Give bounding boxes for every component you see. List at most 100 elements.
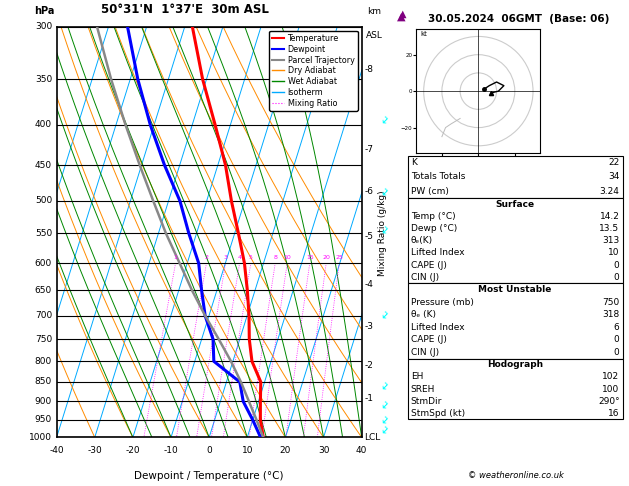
Text: Dewpoint / Temperature (°C): Dewpoint / Temperature (°C) xyxy=(135,471,284,481)
Text: 30: 30 xyxy=(318,447,330,455)
Text: 5: 5 xyxy=(249,255,253,260)
Text: 6: 6 xyxy=(614,323,620,332)
Text: hPa: hPa xyxy=(34,6,55,17)
Text: 313: 313 xyxy=(603,236,620,245)
Text: CAPE (J): CAPE (J) xyxy=(411,335,447,345)
Text: Most Unstable: Most Unstable xyxy=(479,285,552,294)
Text: EH: EH xyxy=(411,372,423,382)
Text: ↵: ↵ xyxy=(380,309,394,323)
Text: 40: 40 xyxy=(356,447,367,455)
Text: 20: 20 xyxy=(322,255,330,260)
Text: Hodograph: Hodograph xyxy=(487,360,543,369)
Text: 30.05.2024  06GMT  (Base: 06): 30.05.2024 06GMT (Base: 06) xyxy=(428,14,610,24)
Text: 0: 0 xyxy=(614,260,620,270)
Text: 20: 20 xyxy=(280,447,291,455)
Text: -5: -5 xyxy=(364,232,373,241)
Text: -4: -4 xyxy=(364,279,373,289)
Text: ↵: ↵ xyxy=(380,224,394,237)
Text: StmDir: StmDir xyxy=(411,397,442,406)
Text: km: km xyxy=(367,7,381,17)
Text: 10: 10 xyxy=(608,248,620,258)
Text: -1: -1 xyxy=(364,394,373,403)
Text: CIN (J): CIN (J) xyxy=(411,273,439,282)
Text: 2: 2 xyxy=(204,255,208,260)
Text: 550: 550 xyxy=(35,229,52,238)
Text: Surface: Surface xyxy=(496,200,535,209)
Text: 1: 1 xyxy=(174,255,177,260)
Text: 700: 700 xyxy=(35,311,52,320)
Text: Mixing Ratio (g/kg): Mixing Ratio (g/kg) xyxy=(378,191,387,276)
Text: LCL: LCL xyxy=(364,433,381,442)
Text: 102: 102 xyxy=(603,372,620,382)
Text: 34: 34 xyxy=(608,173,620,181)
Text: PW (cm): PW (cm) xyxy=(411,187,448,196)
Text: ASL: ASL xyxy=(365,31,382,40)
Text: ↵: ↵ xyxy=(380,114,394,127)
Text: 0: 0 xyxy=(614,335,620,345)
Text: -8: -8 xyxy=(364,65,373,74)
Text: ↵: ↵ xyxy=(380,399,394,412)
Text: 22: 22 xyxy=(608,158,620,167)
Text: © weatheronline.co.uk: © weatheronline.co.uk xyxy=(468,471,564,480)
Text: 3: 3 xyxy=(223,255,228,260)
Text: 350: 350 xyxy=(35,75,52,84)
Text: 1000: 1000 xyxy=(29,433,52,442)
Text: 3.24: 3.24 xyxy=(599,187,620,196)
Text: 450: 450 xyxy=(35,160,52,170)
Text: 100: 100 xyxy=(603,384,620,394)
Text: 0: 0 xyxy=(614,273,620,282)
Text: -7: -7 xyxy=(364,145,373,154)
Text: 10: 10 xyxy=(242,447,253,455)
Text: 0: 0 xyxy=(614,348,620,357)
Text: Dewp (°C): Dewp (°C) xyxy=(411,224,457,233)
Text: 800: 800 xyxy=(35,357,52,366)
Text: 300: 300 xyxy=(35,22,52,31)
Text: 8: 8 xyxy=(273,255,277,260)
Text: StmSpd (kt): StmSpd (kt) xyxy=(411,409,465,418)
Text: -10: -10 xyxy=(164,447,179,455)
Text: K: K xyxy=(411,158,416,167)
Legend: Temperature, Dewpoint, Parcel Trajectory, Dry Adiabat, Wet Adiabat, Isotherm, Mi: Temperature, Dewpoint, Parcel Trajectory… xyxy=(269,31,358,111)
Text: Pressure (mb): Pressure (mb) xyxy=(411,297,474,307)
Text: 400: 400 xyxy=(35,121,52,129)
Text: 10: 10 xyxy=(283,255,291,260)
Text: θₑ(K): θₑ(K) xyxy=(411,236,433,245)
Text: -40: -40 xyxy=(49,447,64,455)
Text: CIN (J): CIN (J) xyxy=(411,348,439,357)
Text: 4: 4 xyxy=(238,255,242,260)
Text: 600: 600 xyxy=(35,259,52,268)
Text: θₑ (K): θₑ (K) xyxy=(411,310,436,319)
Text: 950: 950 xyxy=(35,416,52,424)
Text: 25: 25 xyxy=(335,255,343,260)
Text: Temp (°C): Temp (°C) xyxy=(411,212,455,221)
Text: ▲: ▲ xyxy=(397,12,406,21)
Text: 50°31'N  1°37'E  30m ASL: 50°31'N 1°37'E 30m ASL xyxy=(101,3,269,17)
Text: 15: 15 xyxy=(306,255,314,260)
Text: Lifted Index: Lifted Index xyxy=(411,248,464,258)
Text: kt: kt xyxy=(420,32,427,37)
Text: ↵: ↵ xyxy=(380,379,394,393)
Text: -20: -20 xyxy=(126,447,140,455)
Text: ↵: ↵ xyxy=(380,185,394,199)
Text: -6: -6 xyxy=(364,188,373,196)
Text: Lifted Index: Lifted Index xyxy=(411,323,464,332)
Text: 14.2: 14.2 xyxy=(599,212,620,221)
Text: 0: 0 xyxy=(206,447,212,455)
Text: ↵: ↵ xyxy=(380,413,394,427)
Text: 750: 750 xyxy=(35,335,52,344)
Text: CAPE (J): CAPE (J) xyxy=(411,260,447,270)
Text: -30: -30 xyxy=(87,447,102,455)
Text: 318: 318 xyxy=(603,310,620,319)
Text: 16: 16 xyxy=(608,409,620,418)
Text: 290°: 290° xyxy=(598,397,620,406)
Text: ▲: ▲ xyxy=(399,9,407,19)
Text: 500: 500 xyxy=(35,196,52,206)
Text: 900: 900 xyxy=(35,397,52,406)
Text: 850: 850 xyxy=(35,378,52,386)
Text: 650: 650 xyxy=(35,286,52,295)
Text: -2: -2 xyxy=(364,361,373,370)
Text: 750: 750 xyxy=(603,297,620,307)
Text: Totals Totals: Totals Totals xyxy=(411,173,465,181)
Text: 13.5: 13.5 xyxy=(599,224,620,233)
Text: ↵: ↵ xyxy=(380,424,394,437)
